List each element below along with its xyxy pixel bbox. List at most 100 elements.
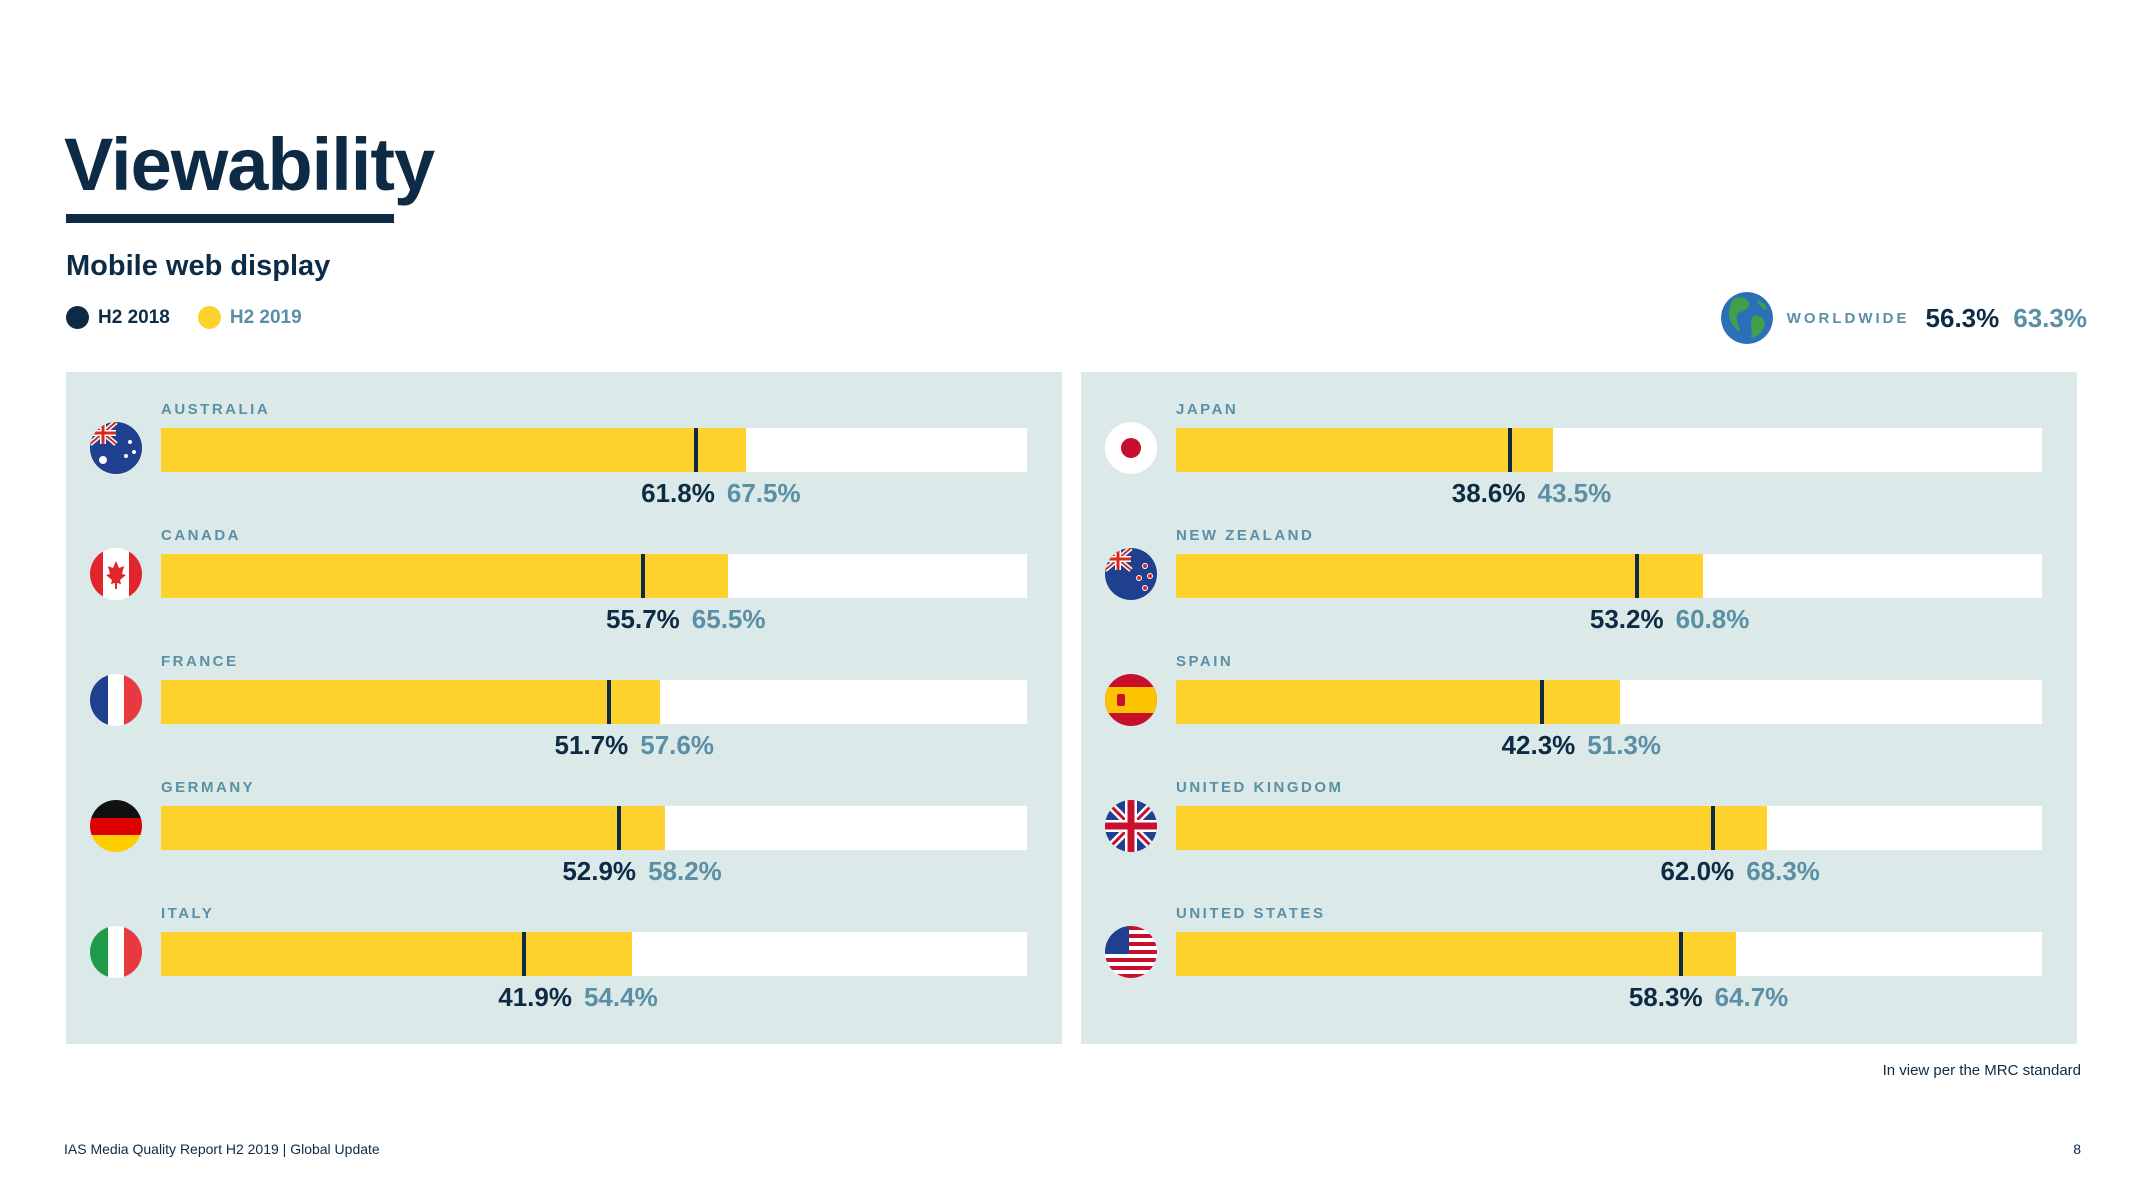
legend-dot-h2-2019 [197,306,221,329]
bar-h2-2019 [1176,428,1553,472]
bar-track [1176,680,2042,724]
value-labels: 55.7% 65.5% [606,604,765,635]
data-label-h2-2018: 51.7% [554,730,629,760]
marker-h2-2018 [1540,680,1545,724]
data-label-h2-2018: 38.6% [1451,478,1526,508]
country-label: UNITED KINGDOM [1176,779,1344,796]
globe-icon [1720,292,1773,344]
bar-h2-2019 [1176,932,1737,976]
value-labels: 61.8% 67.5% [641,478,800,509]
country-label: UNITED STATES [1176,905,1326,922]
bar-h2-2019 [1176,554,1703,598]
bar-h2-2019 [1176,806,1768,850]
country-row-germany: GERMANY 52.9% 58.2% [66,750,1062,886]
worldwide-value-h2-2018: 56.3% [1925,302,2000,333]
value-labels: 41.9% 54.4% [498,982,657,1013]
flag-nz-icon [1105,548,1157,600]
bar-track [1176,554,2042,598]
marker-h2-2018 [641,554,646,598]
flag-ca-icon [90,548,142,600]
value-labels: 52.9% 58.2% [562,856,721,887]
country-row-australia: AUSTRALIA 61.8% 67.5% [66,372,1062,508]
bar-h2-2019 [1176,680,1621,724]
country-row-spain: SPAIN 42.3% 51.3% [1081,624,2077,760]
data-label-h2-2018: 62.0% [1660,856,1735,886]
marker-h2-2018 [694,428,699,472]
country-label: SPAIN [1176,653,1234,670]
data-label-h2-2019: 64.7% [1714,982,1789,1012]
bar-h2-2019 [161,806,665,850]
page-title: Viewability [64,123,435,206]
bar-track [1176,806,2042,850]
country-row-new-zealand: NEW ZEALAND 53.2% 60.8% [1081,498,2077,634]
data-label-h2-2019: 54.4% [583,982,658,1012]
country-label: AUSTRALIA [161,401,271,418]
legend-dot-h2-2018 [66,306,89,329]
marker-h2-2018 [1678,932,1683,976]
country-label: CANADA [161,527,241,544]
data-label-h2-2019: 43.5% [1537,478,1612,508]
country-row-canada: CANADA 55.7% 65.5% [66,498,1062,634]
value-labels: 42.3% 51.3% [1502,730,1661,761]
marker-h2-2018 [606,680,611,724]
data-label-h2-2018: 61.8% [641,478,715,508]
flag-es-icon [1105,674,1157,726]
marker-h2-2018 [521,932,526,976]
data-label-h2-2018: 52.9% [562,856,637,886]
worldwide-label: WORLDWIDE [1786,309,1910,327]
country-label: GERMANY [161,779,256,796]
worldwide-value-h2-2019: 63.3% [2013,302,2087,333]
country-row-france: FRANCE 51.7% 57.6% [66,624,1062,760]
title-underline [66,214,394,223]
flag-au-icon [90,422,142,474]
chart-subtitle: Mobile web display [66,250,331,282]
flag-it-icon [90,926,142,978]
country-label: FRANCE [161,653,239,670]
data-label-h2-2018: 53.2% [1589,604,1664,634]
chart-panel-right: JAPAN 38.6% 43.5% NEW ZEALAND 53.2% 60.8% SPAI… [1081,372,2077,1044]
bar-track [161,806,1027,850]
legend: H2 2018 H2 2019 [66,306,330,329]
data-label-h2-2018: 55.7% [606,604,680,634]
flag-gb-icon [1105,800,1157,852]
worldwide-summary: WORLDWIDE 56.3% 63.3% [1720,292,2087,344]
marker-h2-2018 [617,806,622,850]
data-label-h2-2019: 67.5% [726,478,801,508]
flag-de-icon [90,800,142,852]
bar-h2-2019 [161,932,633,976]
value-labels: 51.7% 57.6% [555,730,714,761]
data-label-h2-2019: 68.3% [1746,856,1820,886]
country-label: JAPAN [1176,401,1239,418]
methodology-note: In view per the MRC standard [1882,1062,2081,1079]
legend-label-h2-2018: H2 2018 [98,306,170,328]
bar-track [1176,428,2042,472]
country-label: NEW ZEALAND [1176,527,1315,544]
country-row-united-states: UNITED STATES 58.3% 64.7% [1081,876,2077,1012]
data-label-h2-2019: 58.2% [648,856,722,886]
data-label-h2-2019: 51.3% [1587,730,1662,760]
value-labels: 62.0% 68.3% [1660,856,1819,887]
bar-track [161,554,1027,598]
footer-text: IAS Media Quality Report H2 2019 | Globa… [64,1141,380,1157]
legend-label-h2-2019: H2 2019 [229,306,302,328]
bar-track [1176,932,2042,976]
value-labels: 38.6% 43.5% [1452,478,1611,509]
flag-us-icon [1105,926,1157,978]
value-labels: 58.3% 64.7% [1629,982,1788,1013]
bar-track [161,680,1027,724]
country-row-italy: ITALY 41.9% 54.4% [66,876,1062,1012]
data-label-h2-2019: 60.8% [1675,604,1750,634]
bar-h2-2019 [161,428,746,472]
marker-h2-2018 [1508,428,1513,472]
value-labels: 53.2% 60.8% [1590,604,1749,635]
bar-track [161,428,1027,472]
country-row-united-kingdom: UNITED KINGDOM 62.0% 68.3% [1081,750,2077,886]
data-label-h2-2018: 41.9% [498,982,572,1012]
legend-item-h2-2019: H2 2019 [197,306,302,329]
data-label-h2-2019: 65.5% [691,604,766,634]
marker-h2-2018 [1634,554,1639,598]
marker-h2-2018 [1710,806,1715,850]
data-label-h2-2018: 42.3% [1501,730,1576,760]
flag-fr-icon [90,674,142,726]
bar-h2-2019 [161,680,660,724]
